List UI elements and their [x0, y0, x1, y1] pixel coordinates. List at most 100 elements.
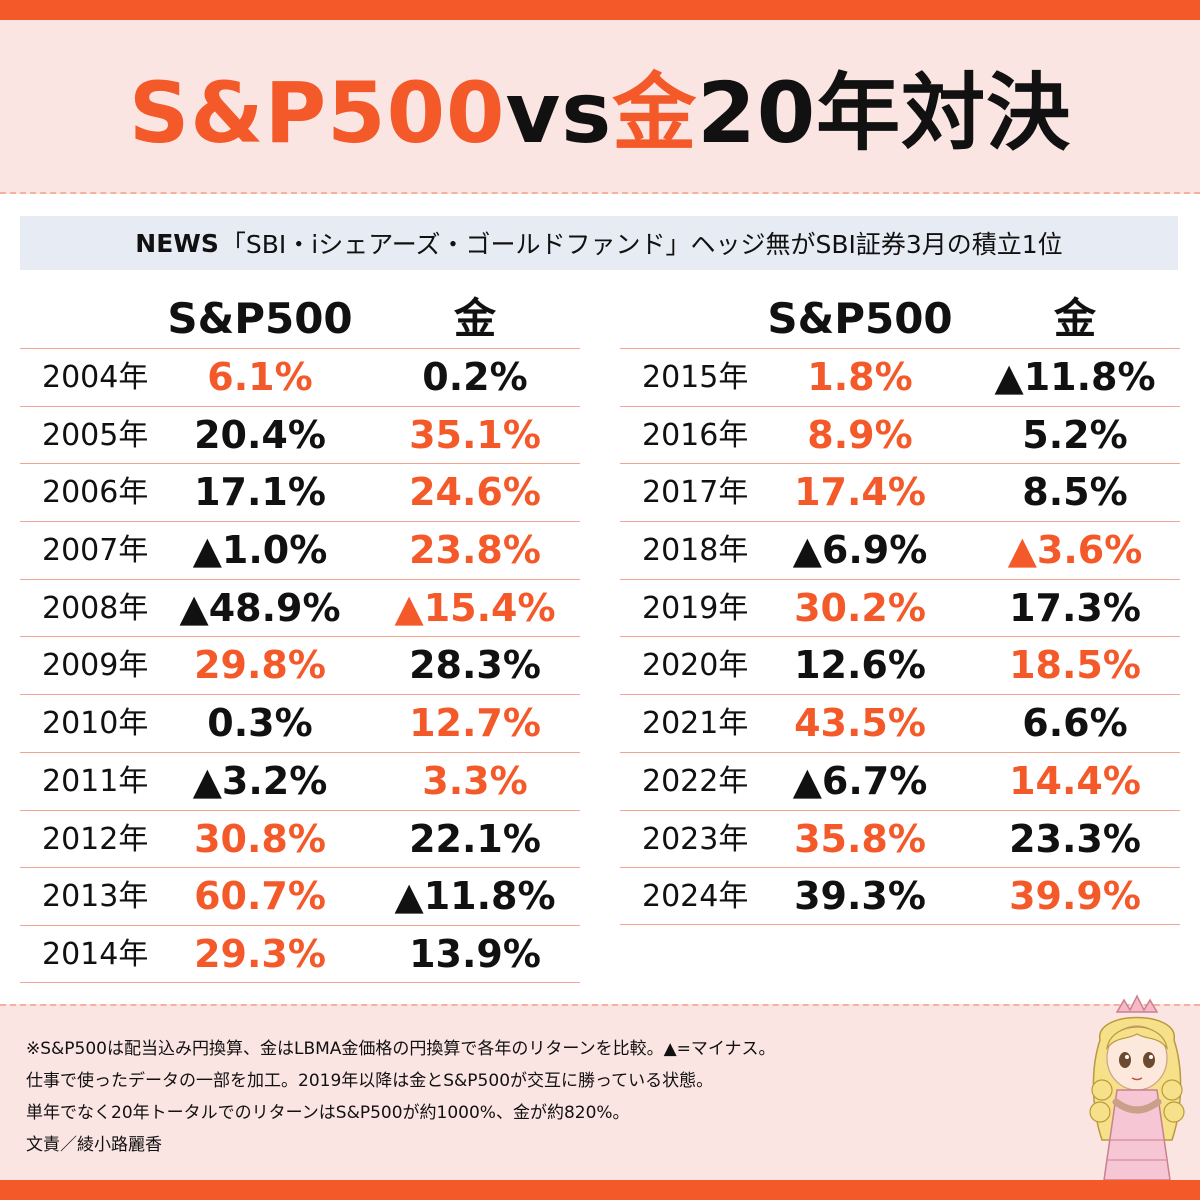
table-row: 2012年 30.8% 22.1%: [20, 809, 580, 868]
gold-return: 24.6%: [409, 470, 541, 515]
note-author: 文責／綾小路麗香: [26, 1135, 162, 1155]
sp500-return: 29.8%: [194, 643, 326, 688]
gold-return: 12.7%: [409, 701, 541, 746]
title-suffix: 20年対決: [697, 63, 1072, 162]
year-label: 2023年: [642, 821, 749, 857]
sp500-return: 6.1%: [207, 355, 313, 399]
table-row: 2011年 ▲3.2% 3.3%: [20, 751, 580, 810]
sp500-return: 30.8%: [194, 816, 326, 861]
sp500-return: 43.5%: [794, 701, 926, 746]
gold-return: 14.4%: [1009, 758, 1141, 803]
table-row: 2020年 12.6% 18.5%: [620, 636, 1180, 694]
gold-return: 8.5%: [1022, 470, 1128, 515]
title-vs: vs: [505, 63, 613, 162]
year-label: 2012年: [42, 821, 149, 857]
sp500-return: ▲3.2%: [192, 758, 328, 803]
year-label: 2005年: [42, 417, 149, 453]
table-row: 2018年 ▲6.9% ▲3.6%: [620, 521, 1180, 579]
sp500-return: ▲6.7%: [792, 758, 928, 803]
news-banner: NEWS 「SBI・iシェアーズ・ゴールドファンド」ヘッジ無がSBI証券3月の積立…: [20, 216, 1178, 270]
note-methodology: ※S&P500は配当込み円換算、金はLBMA金価格の円換算で各年のリターンを比較…: [26, 1039, 776, 1059]
sp500-return: 17.1%: [194, 470, 326, 515]
year-label: 2017年: [642, 475, 749, 511]
gold-return: 23.3%: [1009, 816, 1141, 861]
year-label: 2024年: [642, 879, 749, 915]
table-row: 2008年 ▲48.9% ▲15.4%: [20, 578, 580, 637]
gold-return: 35.1%: [409, 412, 541, 457]
table-row: 2006年 17.1% 24.6%: [20, 463, 580, 521]
top-accent-bar: [0, 0, 1200, 20]
bottom-accent-bar: [0, 1180, 1200, 1200]
news-label: NEWS: [135, 228, 219, 258]
sp500-return: 8.9%: [807, 412, 913, 457]
title-gold: 金: [612, 63, 698, 162]
year-label: 2021年: [642, 706, 749, 742]
gold-return: 6.6%: [1022, 701, 1128, 746]
table-row: 2005年 20.4% 35.1%: [20, 405, 580, 464]
column-header-sp500: S&P500: [167, 294, 353, 343]
year-label: 2016年: [642, 417, 749, 453]
sp500-return: 1.8%: [807, 355, 913, 399]
sp500-return: 12.6%: [794, 643, 926, 688]
table-row: 2017年 17.4% 8.5%: [620, 463, 1180, 521]
girl-mascot-icon: [1089, 994, 1185, 1181]
sp500-return: ▲48.9%: [179, 585, 341, 630]
sp500-return: ▲6.9%: [792, 528, 928, 573]
table-row: 2007年 ▲1.0% 23.8%: [20, 521, 580, 579]
header-banner: S&P500vs金20年対決: [0, 20, 1200, 194]
table-row: 2009年 29.8% 28.3%: [20, 636, 580, 694]
sp500-return: 39.3%: [794, 874, 926, 919]
year-label: 2004年: [42, 360, 149, 395]
gold-return: 18.5%: [1009, 643, 1141, 688]
table-row: 2016年 8.9% 5.2%: [620, 405, 1180, 464]
gold-return: 5.2%: [1022, 412, 1128, 457]
sp500-return: ▲1.0%: [192, 528, 328, 573]
year-label: 2006年: [42, 475, 149, 511]
page-title: S&P500vs金20年対決: [129, 46, 1071, 167]
sp500-return: 29.3%: [194, 931, 326, 976]
gold-return: ▲11.8%: [994, 355, 1156, 399]
year-label: 2010年: [42, 706, 149, 742]
sp500-return: 60.7%: [194, 874, 326, 919]
year-label: 2007年: [42, 533, 149, 569]
sp500-return: 35.8%: [794, 816, 926, 861]
gold-return: ▲3.6%: [1007, 528, 1143, 573]
year-label: 2019年: [642, 590, 749, 626]
table-row: 2019年 30.2% 17.3%: [620, 578, 1180, 637]
gold-return: 39.9%: [1009, 874, 1141, 919]
gold-return: 0.2%: [422, 355, 528, 399]
gold-return: 17.3%: [1009, 585, 1141, 630]
title-sp500: S&P500: [128, 63, 506, 162]
table-row: 2010年 0.3% 12.7%: [20, 694, 580, 752]
table-row: 2015年 1.8% ▲11.8%: [620, 348, 1180, 406]
sp500-return: 30.2%: [794, 585, 926, 630]
table-row: 2014年 29.3% 13.9%: [20, 924, 580, 983]
returns-table-2004-2014: S&P500 金 2004年 6.1% 0.2% 2005年 20.4% 35.1% 200…: [20, 290, 580, 983]
year-label: 2008年: [42, 590, 149, 626]
table-row: 2004年 6.1% 0.2%: [20, 348, 580, 406]
table-row: 2024年 39.3% 39.9%: [620, 867, 1180, 925]
gold-return: 28.3%: [409, 643, 541, 688]
column-header-gold: 金: [1053, 294, 1096, 343]
year-label: 2018年: [642, 533, 749, 569]
returns-table-2015-2024: S&P500 金 2015年 1.8% ▲11.8% 2016年 8.9% 5.2% 201…: [620, 290, 1180, 925]
year-label: 2013年: [42, 879, 149, 915]
table-row: 2013年 60.7% ▲11.8%: [20, 867, 580, 925]
footer-notes: ※S&P500は配当込み円換算、金はLBMA金価格の円換算で各年のリターンを比較…: [0, 1004, 1200, 1180]
year-label: 2015年: [642, 360, 749, 395]
gold-return: 3.3%: [422, 758, 528, 803]
year-label: 2020年: [642, 648, 749, 684]
gold-return: 23.8%: [409, 528, 541, 573]
sp500-return: 17.4%: [794, 470, 926, 515]
table-row: 2023年 35.8% 23.3%: [620, 809, 1180, 868]
gold-return: 13.9%: [409, 931, 541, 976]
column-header-gold: 金: [453, 294, 496, 343]
sp500-return: 0.3%: [207, 701, 313, 746]
table-row: 2021年 43.5% 6.6%: [620, 694, 1180, 752]
column-header-sp500: S&P500: [767, 294, 953, 343]
year-label: 2014年: [42, 936, 149, 972]
year-label: 2011年: [42, 763, 149, 799]
year-label: 2009年: [42, 648, 149, 684]
sp500-return: 20.4%: [194, 412, 326, 457]
note-total-return: 単年でなく20年トータルでのリターンはS&P500が約1000%、金が約820%…: [26, 1103, 630, 1123]
